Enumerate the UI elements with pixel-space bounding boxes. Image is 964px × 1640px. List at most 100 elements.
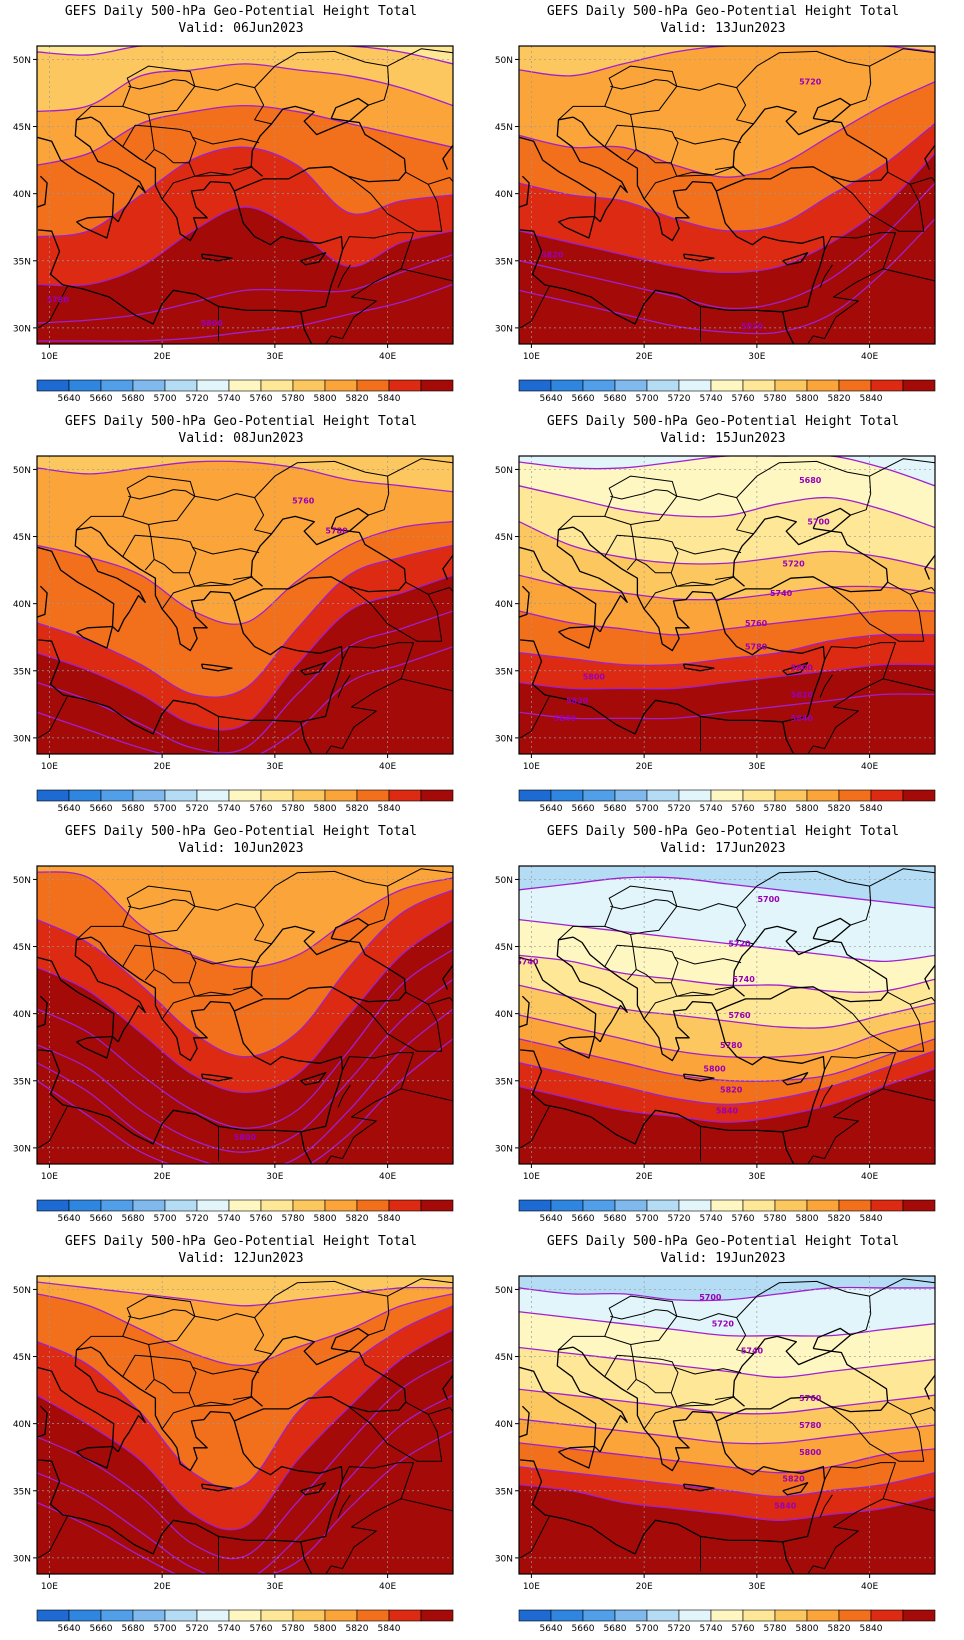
coastline [300,1072,327,1086]
country-border [819,1494,833,1518]
country-border [342,1052,414,1071]
coastline [200,663,233,672]
colorbar-swatch [260,1609,294,1622]
height-contour [519,918,935,963]
country-border [148,1344,260,1375]
colorbar-label: 5720 [668,1624,691,1634]
contour-label: 5800 [201,319,224,328]
colorbar-label: 5780 [764,1624,787,1634]
country-border [519,696,550,739]
country-border [676,166,735,177]
coastline [300,1541,313,1574]
country-border [325,335,332,344]
coastline [37,995,48,1028]
coastline [519,136,601,223]
map-panel: GEFS Daily 500-hPa Geo-Potential Height … [0,1230,482,1640]
height-contour [37,574,453,731]
longitude-label: 40E [379,1172,396,1182]
height-band [519,218,935,344]
country-border [331,1052,414,1160]
country-border [342,1462,414,1481]
coastline [782,721,795,754]
colorbar-label: 5640 [58,1214,81,1224]
country-border [387,868,453,887]
country-border [387,1278,453,1297]
height-contour [519,984,935,1029]
colorbar-swatch [518,789,552,802]
colorbar-swatch [196,1199,230,1212]
longitude-label: 30E [266,762,283,772]
country-border [819,1084,833,1108]
latitude-label: 30N [13,1554,31,1564]
height-contour [37,460,453,493]
longitude-label: 40E [379,352,396,362]
colorbar-swatch [420,1199,454,1212]
colorbar-label: 5660 [572,1624,595,1634]
panel-title: GEFS Daily 500-hPa Geo-Potential Height … [546,4,900,19]
colorbar-label: 5800 [314,1624,337,1634]
height-contour [519,1388,935,1415]
country-border [670,547,679,573]
colorbar-label: 5700 [636,1214,659,1224]
coastline [37,546,119,633]
coastline [38,190,344,325]
latitude-label: 30N [13,734,31,744]
colorbar-label: 5840 [860,1214,883,1224]
country-border [347,581,443,642]
height-contour [519,456,935,487]
geopotential-map: 5720 5820 5820 30N 35N 40N 45N 50N 10E 20E 30E 40E [495,45,936,362]
country-border [194,986,253,997]
contour-label: 5820 [741,322,764,331]
country-border [882,1088,935,1102]
contour-label: 5780 [325,526,348,535]
latitude-label: 40N [13,1420,31,1430]
coastline [716,925,889,1012]
latitude-label: 40N [13,1010,31,1020]
country-border [676,581,713,587]
latitude-label: 30N [13,324,31,334]
height-band [519,1068,935,1164]
colorbar-label: 5700 [636,1624,659,1634]
panel-title: GEFS Daily 500-hPa Geo-Potential Height … [64,414,418,429]
colorbar-label: 5760 [250,804,273,814]
colorbar-label: 5780 [764,394,787,404]
height-contour [519,663,935,690]
contour-label: 5780 [720,1041,743,1050]
country-border [670,1367,679,1393]
contour-label: 5800 [791,664,814,673]
coastline [76,215,114,239]
colorbar-label: 5820 [346,394,369,404]
colorbar-swatch [420,1609,454,1622]
colorbar-swatch [902,1199,936,1212]
colorbar-swatch [228,1199,262,1212]
coastline [519,995,530,1028]
colorbar-swatch [324,379,358,392]
height-contour [37,1293,453,1367]
country-border [428,587,453,595]
latitude-label: 35N [495,667,513,677]
colorbar-swatch [228,1609,262,1622]
colorbar-swatch [292,1609,326,1622]
height-contour [519,574,935,601]
country-border [428,177,453,185]
colorbar-swatch [774,1199,808,1212]
coastline [924,964,935,990]
country-border [736,1280,872,1336]
geopotential-map: 5800 30N 35N 40N 45N 50N 10E 20E 30E 40E [13,865,454,1182]
colorbar-swatch [36,1199,70,1212]
colorbar-swatch [710,1609,744,1622]
coastline [572,526,717,652]
country-border [813,232,896,340]
longitude-label: 20E [154,762,171,772]
country-border [676,1396,735,1407]
country-border [676,991,713,997]
country-border [194,166,253,177]
colorbar-label: 5760 [732,1624,755,1634]
colorbar-label: 5820 [828,1214,851,1224]
colorbar-swatch [132,1609,166,1622]
height-contour [37,978,453,1153]
latitude-label: 45N [495,1353,513,1363]
country-border [148,934,260,965]
colorbar-swatch [68,379,102,392]
colorbar-swatch [646,789,680,802]
